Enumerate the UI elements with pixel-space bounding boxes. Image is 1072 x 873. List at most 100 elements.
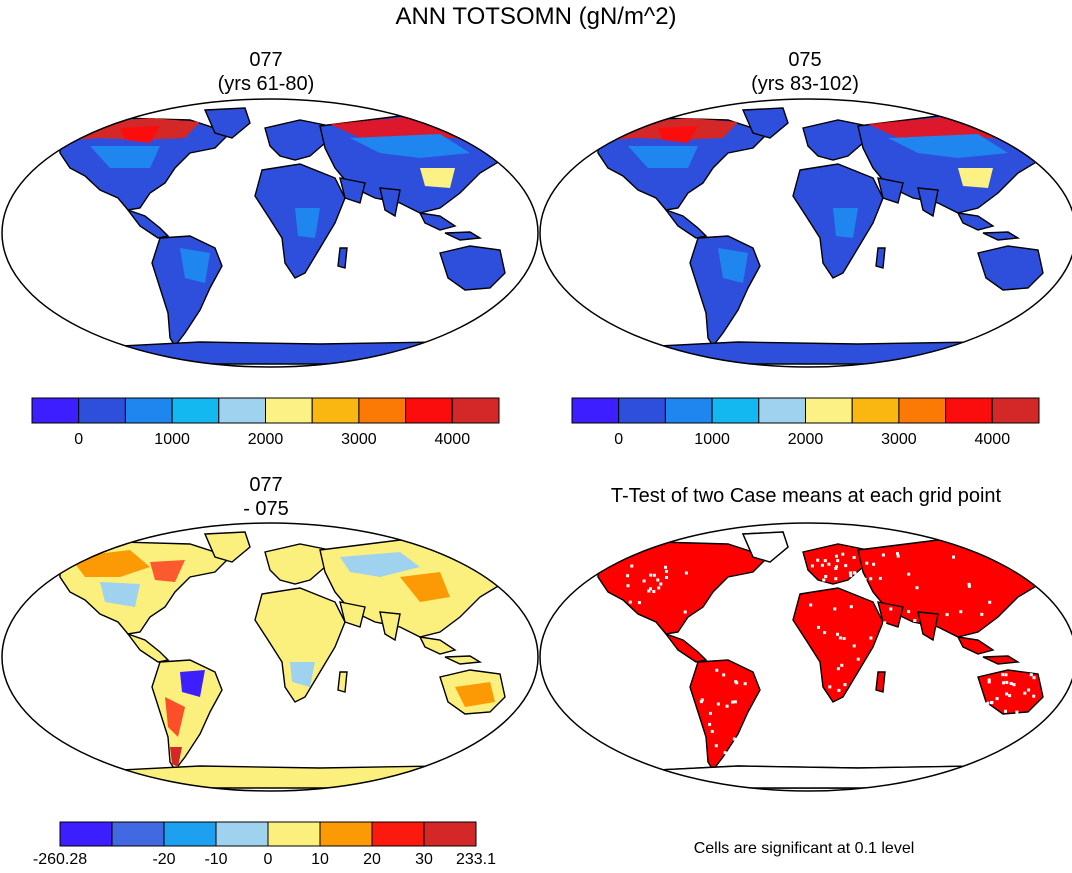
non-significant-cell: [750, 710, 754, 714]
non-significant-cell: [836, 632, 839, 636]
colorbar-075-swatch-9: [991, 397, 1040, 424]
panel-tl-title-line1: 077: [249, 49, 282, 71]
non-significant-cell: [816, 558, 820, 562]
non-significant-cell: [817, 625, 820, 629]
non-significant-cell: [907, 572, 911, 576]
non-significant-cell: [626, 584, 630, 588]
non-significant-cell: [735, 681, 739, 685]
colorbar-difference-tick-label: -20: [152, 851, 175, 868]
non-significant-cell: [1004, 673, 1008, 677]
non-significant-cell: [716, 702, 720, 706]
map-panel-077: [1, 98, 539, 368]
non-significant-cell: [952, 555, 955, 559]
non-significant-cell: [881, 553, 885, 557]
non-significant-cell: [709, 711, 712, 715]
non-significant-cell: [990, 701, 994, 704]
non-significant-cell: [699, 700, 703, 704]
non-significant-cell: [629, 611, 633, 615]
non-significant-cell: [838, 636, 842, 640]
non-significant-cell: [623, 605, 627, 609]
non-significant-cell: [642, 579, 646, 583]
non-significant-cell: [732, 737, 736, 741]
non-significant-cell: [626, 574, 630, 578]
non-significant-cell: [824, 575, 828, 578]
non-significant-cell: [812, 682, 815, 686]
non-significant-cell: [708, 722, 712, 726]
colorbar-075-tick-label: 3000: [881, 431, 917, 448]
map-panel-difference: [1, 522, 539, 792]
non-significant-cell: [810, 564, 814, 568]
non-significant-cell: [733, 700, 737, 704]
non-significant-cell: [1032, 694, 1036, 698]
colorbar-077-swatch-2: [124, 397, 173, 424]
non-significant-cell: [1005, 692, 1009, 696]
colorbar-077-swatch-5: [265, 397, 313, 424]
colorbar-075-swatch-1: [618, 397, 666, 424]
non-significant-cell: [728, 751, 731, 755]
non-significant-cell: [743, 682, 747, 686]
non-significant-cell: [959, 610, 963, 614]
non-significant-cell: [871, 661, 874, 665]
colorbar-077: 0 1000 2000 3000 4000: [31, 397, 500, 448]
colorbar-077-swatch-8: [405, 397, 453, 424]
non-significant-cell: [988, 600, 992, 604]
colorbar-075-swatch-6: [851, 397, 900, 424]
colorbar-077-swatch-3: [171, 397, 220, 424]
non-significant-cell: [1031, 709, 1035, 713]
non-significant-cell: [664, 565, 667, 569]
non-significant-cell: [837, 688, 841, 692]
colorbar-difference-swatch-2: [163, 821, 217, 847]
ttest-footnote: Cells are significant at 0.1 level: [694, 840, 915, 857]
non-significant-cell: [865, 561, 869, 565]
colorbar-077-swatch-7: [358, 397, 407, 424]
colorbar-difference: -260.28 -20 -10 0 10 20 30 233.1: [33, 821, 496, 868]
non-significant-cell: [883, 621, 887, 625]
colorbar-077-swatch-1: [78, 397, 126, 424]
non-significant-cell: [889, 607, 893, 611]
non-significant-cell: [1008, 694, 1012, 698]
non-significant-cell: [649, 573, 653, 577]
non-significant-cell: [657, 586, 661, 590]
non-significant-cell: [652, 573, 656, 577]
non-significant-cell: [1012, 683, 1016, 687]
non-significant-cells: [623, 552, 1036, 755]
difference-patches: [70, 550, 495, 767]
non-significant-cell: [725, 704, 729, 708]
non-significant-cell: [722, 673, 726, 677]
colorbar-difference-tick-label: 30: [415, 851, 433, 868]
non-significant-cell: [1023, 691, 1027, 695]
non-significant-cell: [896, 552, 899, 556]
non-significant-cell: [848, 571, 852, 575]
non-significant-cell: [849, 574, 853, 578]
non-significant-cell: [840, 663, 844, 667]
colorbar-075-swatch-8: [945, 397, 993, 424]
colorbar-difference-swatch-0: [59, 821, 113, 847]
non-significant-cell: [852, 571, 856, 575]
non-significant-cell: [710, 729, 714, 733]
non-significant-cell: [872, 562, 876, 566]
panel-tr-title-line1: 075: [788, 49, 821, 71]
non-significant-cell: [828, 685, 832, 689]
non-significant-cell: [1029, 673, 1033, 677]
non-significant-cell: [849, 605, 853, 609]
colorbar-difference-swatch-7: [423, 821, 477, 847]
non-significant-cell: [649, 587, 652, 591]
panel-br-title: T-Test of two Case means at each grid po…: [611, 485, 1002, 507]
non-significant-cell: [995, 697, 999, 701]
non-significant-cell: [835, 554, 838, 558]
non-significant-cell: [647, 589, 651, 593]
non-significant-cell: [869, 577, 873, 581]
non-significant-cell: [751, 714, 755, 718]
colorbar-difference-tick-label: -260.28: [33, 851, 87, 868]
colorbar-075-tick-label: 4000: [975, 431, 1011, 448]
non-significant-cell: [843, 683, 847, 687]
non-significant-cell: [637, 601, 641, 605]
colorbar-077-swatch-9: [451, 397, 500, 424]
colorbar-075-tick-label: 0: [614, 431, 623, 448]
non-significant-cell: [683, 610, 687, 614]
colorbar-difference-tick-label: 20: [363, 851, 381, 868]
non-significant-cell: [852, 556, 856, 559]
non-significant-cell: [820, 563, 824, 567]
non-significant-cell: [665, 576, 668, 579]
colorbar-075-swatch-4: [758, 397, 806, 424]
